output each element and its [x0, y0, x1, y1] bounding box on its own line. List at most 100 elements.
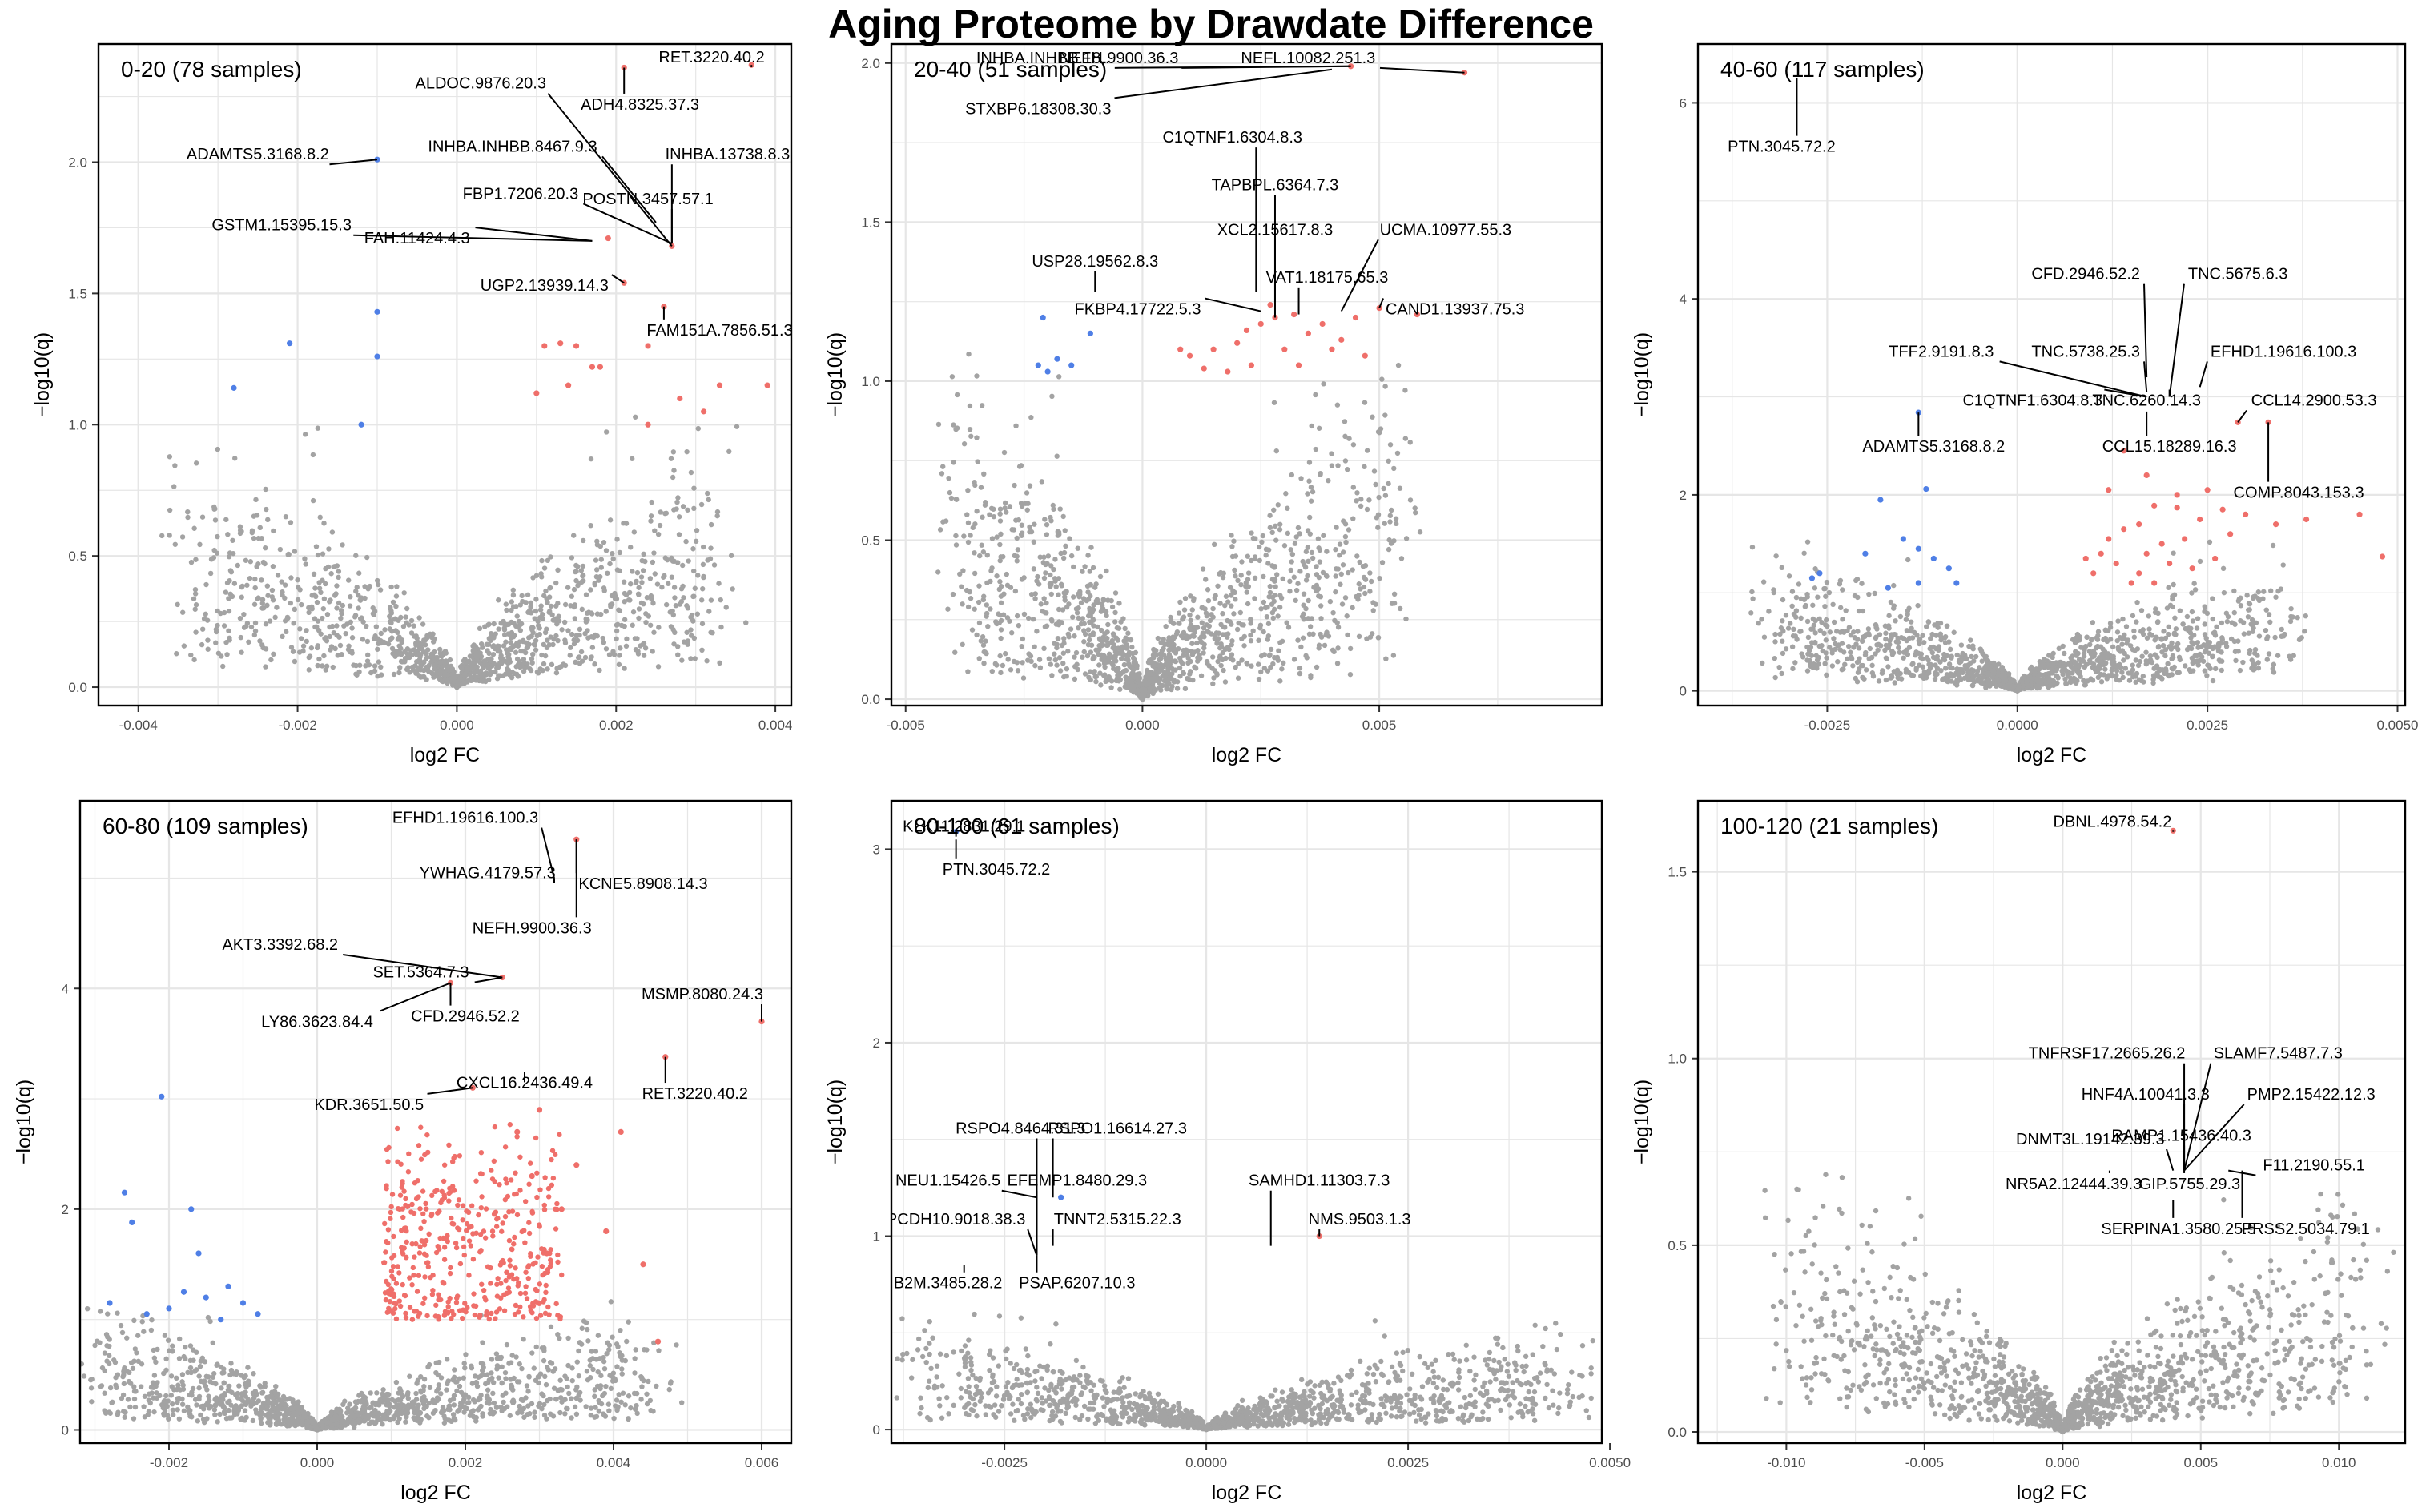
point-ns: [1269, 563, 1275, 569]
point-ns: [1095, 624, 1100, 630]
point-ns: [1995, 671, 2002, 678]
point-ns: [583, 616, 589, 622]
point-ns: [1019, 577, 1025, 582]
point-ns: [264, 506, 269, 513]
point-ns: [2195, 616, 2201, 621]
point-ns: [2050, 650, 2056, 657]
point-ns: [334, 583, 340, 589]
point-ns: [1232, 567, 1237, 573]
point-ns: [2123, 624, 2130, 629]
point-ns: [1059, 642, 1065, 649]
point-ns: [1237, 609, 1244, 616]
point-ns: [2155, 619, 2161, 625]
point-ns: [2219, 620, 2225, 626]
point-ns: [500, 673, 505, 678]
point-ns: [557, 1335, 562, 1341]
point-ns: [537, 615, 543, 621]
point-ns: [2206, 650, 2212, 656]
point-ns: [493, 669, 498, 675]
point-ns: [665, 557, 670, 563]
point-ns: [2139, 653, 2145, 659]
point-ns: [1999, 667, 2006, 673]
point-ns: [491, 643, 497, 649]
point-ns: [1987, 682, 1993, 688]
point-ns: [1218, 641, 1224, 647]
point-ns: [1305, 545, 1311, 550]
point-ns: [1914, 633, 1920, 638]
point-ns: [1772, 631, 1778, 637]
annotation-label: TNC.5675.6.3: [2188, 266, 2288, 284]
point-ns: [617, 653, 622, 658]
point-ns: [1850, 663, 1856, 669]
point-ns: [1957, 659, 1963, 666]
point-ns: [1062, 597, 1068, 603]
annotation-label: GSTM1.15395.15.3: [211, 217, 352, 235]
point-ns: [486, 650, 492, 657]
point-ns: [523, 600, 529, 605]
point-up: [2189, 565, 2195, 572]
point-ns: [626, 589, 633, 596]
point-ns: [1921, 675, 1927, 682]
point-ns: [578, 649, 585, 655]
point-ns: [2146, 613, 2152, 619]
point-ns: [1215, 636, 1221, 641]
point-ns: [1041, 645, 1047, 652]
point-ns: [517, 628, 524, 633]
point-ns: [1004, 571, 1009, 577]
point-ns: [603, 609, 609, 614]
point-ns: [265, 517, 271, 523]
point-ns: [420, 621, 426, 627]
point-ns: [526, 635, 532, 641]
point-ns: [579, 658, 585, 664]
annotation-label: COMP.8043.153.3: [2234, 485, 2364, 502]
point-ns: [1098, 643, 1104, 649]
point-ns: [1223, 593, 1229, 599]
point-ns: [589, 610, 594, 616]
point-ns: [987, 512, 992, 517]
point-ns: [1827, 645, 1833, 650]
point-ns: [1873, 622, 1879, 629]
point-ns: [2191, 581, 2197, 586]
point-ns: [1112, 619, 1118, 625]
point-ns: [2249, 617, 2255, 623]
point-ns: [1205, 587, 1211, 593]
point-ns: [1011, 527, 1017, 533]
point-ns: [997, 557, 1003, 564]
point-ns: [1204, 613, 1210, 619]
point-ns: [1272, 593, 1278, 598]
panel-frame: [890, 42, 1603, 707]
point-ns: [2094, 643, 2101, 649]
point-ns: [1284, 620, 1289, 625]
point-ns: [365, 652, 371, 658]
point-ns: [505, 650, 510, 656]
point-ns: [1114, 645, 1120, 652]
point-ns: [1882, 647, 1888, 653]
point-ns: [2192, 587, 2199, 593]
point-ns: [614, 537, 620, 542]
point-ns: [1214, 640, 1220, 645]
point-ns: [1346, 527, 1352, 533]
point-ns: [607, 517, 614, 523]
point-down: [1923, 485, 1929, 493]
point-ns: [1949, 653, 1954, 659]
point-ns: [673, 603, 679, 609]
point-ns: [1777, 631, 1783, 637]
point-ns: [346, 577, 352, 583]
point-ns: [1252, 596, 1257, 601]
point-ns: [612, 596, 618, 601]
point-down: [1808, 575, 1816, 581]
annotation-label: ADAMTS5.3168.8.2: [1862, 438, 2005, 456]
point-ns: [708, 597, 714, 603]
annotation-label: FBP1.7206.20.3: [463, 185, 579, 203]
point-ns: [399, 637, 405, 643]
point-ns: [603, 646, 610, 652]
point-ns: [2006, 671, 2012, 677]
point-ns: [1090, 617, 1096, 622]
point-ns: [1157, 657, 1162, 663]
point-ns: [1802, 604, 1808, 609]
point-ns: [691, 568, 697, 574]
point-ns: [1015, 668, 1021, 674]
point-ns: [685, 638, 691, 644]
point-ns: [1258, 653, 1265, 659]
point-ns: [345, 1405, 351, 1411]
